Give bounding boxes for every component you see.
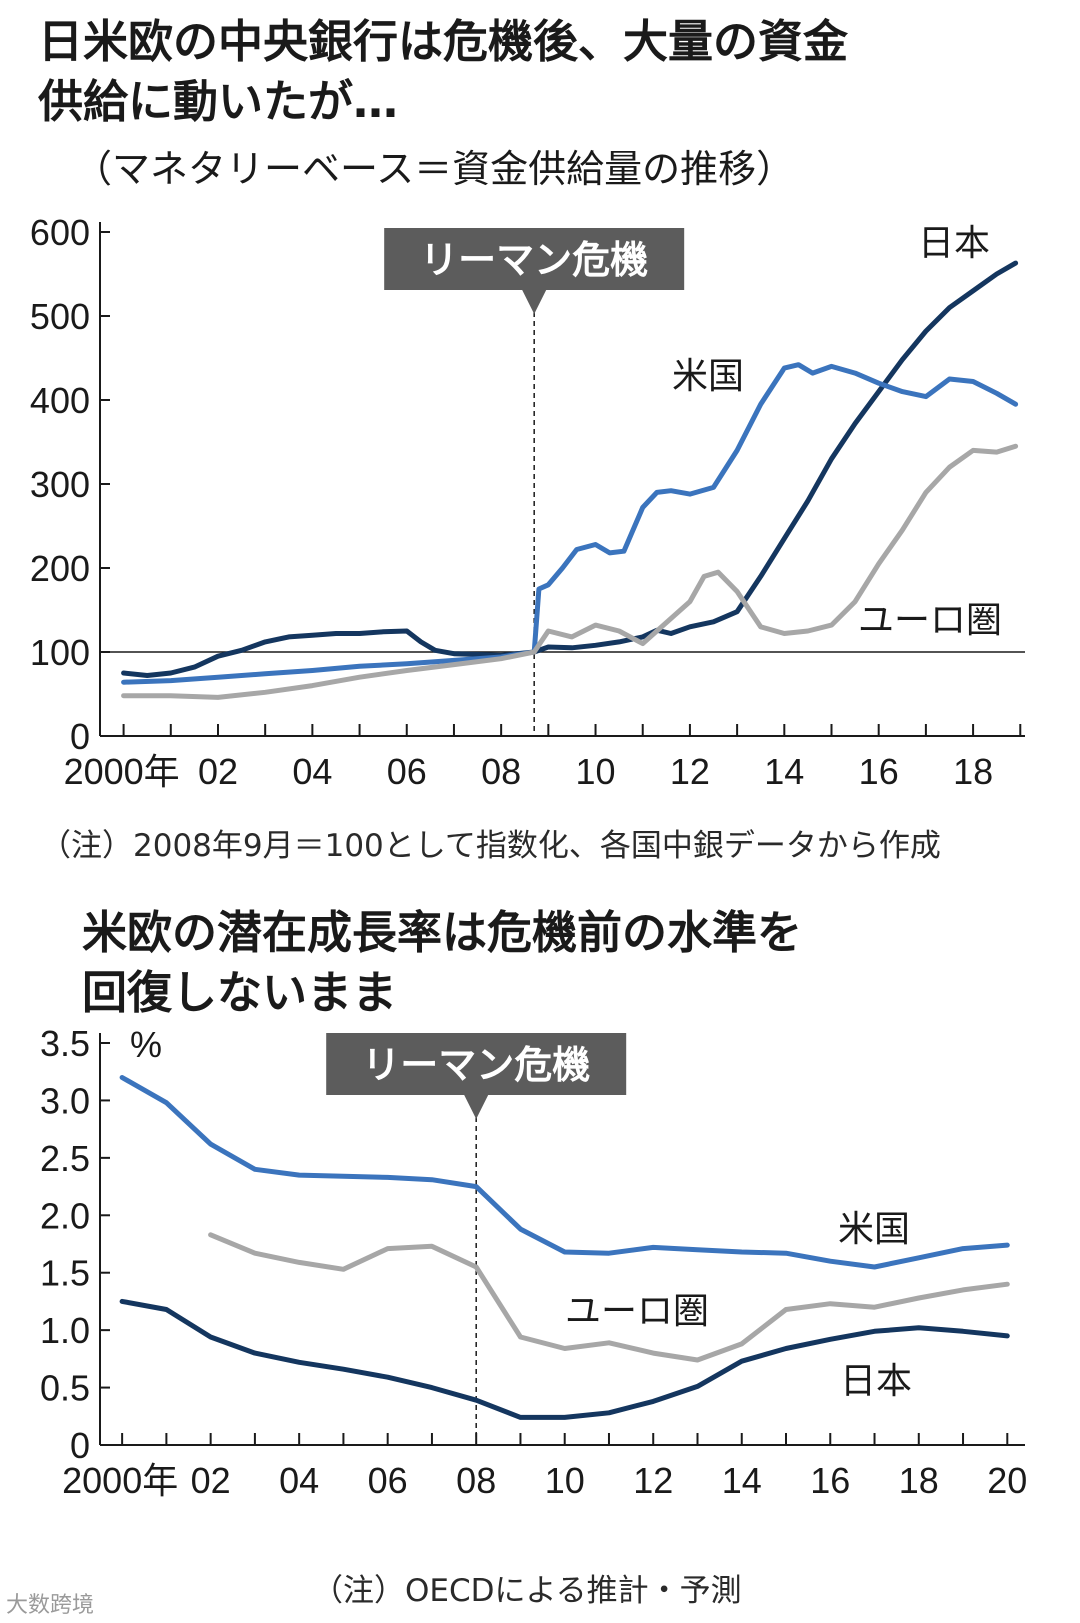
x-tick-label: 12 [670,751,710,792]
y-tick-label: 1.0 [40,1310,90,1351]
chart2-title-line2: 回復しないまま [82,966,398,1019]
x-tick-label: 14 [764,751,804,792]
y-unit-label: % [130,1025,162,1065]
series-label-euro: ユーロ圏 [858,600,1002,641]
y-tick-label: 200 [30,548,90,589]
series-line-euro [121,443,1019,700]
x-tick-label: 18 [953,751,993,792]
x-tick-label: 02 [191,1460,231,1501]
series-line-euro [208,1232,1010,1363]
y-tick-label: 0.5 [40,1368,90,1409]
chart1-title-line2: 供給に動いたが… [38,75,399,128]
x-tick-label: 20 [987,1460,1027,1501]
series-label-japan: 日本 [918,223,990,264]
series-label-us: 米国 [672,356,744,397]
series-line-us [119,1075,1010,1270]
chart2-note: （注）OECDによる推計・予測 [312,1573,742,1609]
x-tick-label: 06 [387,751,427,792]
lehman-crisis-pointer [464,1095,489,1119]
x-tick-label: 08 [481,751,521,792]
x-tick-label: 12 [633,1460,673,1501]
x-tick-label: 14 [722,1460,762,1501]
y-tick-label: 100 [30,632,90,673]
lehman-crisis-pointer [522,290,547,314]
chart1-subtitle: （マネタリーベース＝資金供給量の推移） [74,147,795,191]
y-tick-label: 500 [30,296,90,337]
y-tick-label: 0 [70,716,90,757]
x-tick-label: 16 [810,1460,850,1501]
x-tick-label: 2000年 [64,751,180,792]
x-tick-label: 04 [279,1460,319,1501]
monetary-base-chart: 0 100 200 300 400 500 600 2000年 02 04 06 08 10 12 14 16… [30,212,1025,792]
y-tick-label: 1.5 [40,1253,90,1294]
y-tick-label: 3.5 [40,1025,90,1064]
chart1-title-line1: 日米欧の中央銀行は危機後、大量の資金 [38,15,849,68]
lehman-crisis-label: リーマン危機 [420,238,648,282]
lehman-crisis-label-box [326,1033,627,1095]
y-tick-label: 2.5 [40,1138,90,1179]
series-label-us: 米国 [838,1209,910,1250]
y-tick-label: 400 [30,380,90,421]
chart1-note: （注）2008年9月＝100として指数化、各国中銀データから作成 [40,828,941,864]
y-tick-label: 300 [30,464,90,505]
x-tick-label: 18 [899,1460,939,1501]
series-line-japan [119,1298,1010,1420]
y-tick-label: 3.0 [40,1080,90,1121]
y-tick-label: 600 [30,212,90,253]
x-tick-label: 16 [859,751,899,792]
series-line-japan [121,260,1019,678]
series-line-us [121,362,1019,685]
chart2-title-line1: 米欧の潜在成長率は危機前の水準を [82,906,803,959]
x-tick-label: 08 [456,1460,496,1501]
x-tick-label: 10 [545,1460,585,1501]
series-label-japan: 日本 [840,1361,912,1402]
series-label-euro: ユーロ圏 [565,1291,709,1332]
lehman-crisis-label: リーマン危機 [362,1043,590,1087]
x-tick-label: 02 [198,751,238,792]
x-tick-label: 10 [576,751,616,792]
lehman-crisis-label-box [384,228,685,290]
potential-growth-chart: 0 0.5 1.0 1.5 2.0 2.5 3.0 3.5 2000年 02 04 06 08 10 12 1… [40,1025,1027,1501]
y-tick-label: 0 [70,1425,90,1466]
watermark: 大数跨境 [6,1593,95,1618]
x-tick-label: 04 [292,751,332,792]
x-tick-label: 06 [368,1460,408,1501]
x-tick-label: 2000年 [62,1460,178,1501]
y-tick-label: 2.0 [40,1195,90,1236]
